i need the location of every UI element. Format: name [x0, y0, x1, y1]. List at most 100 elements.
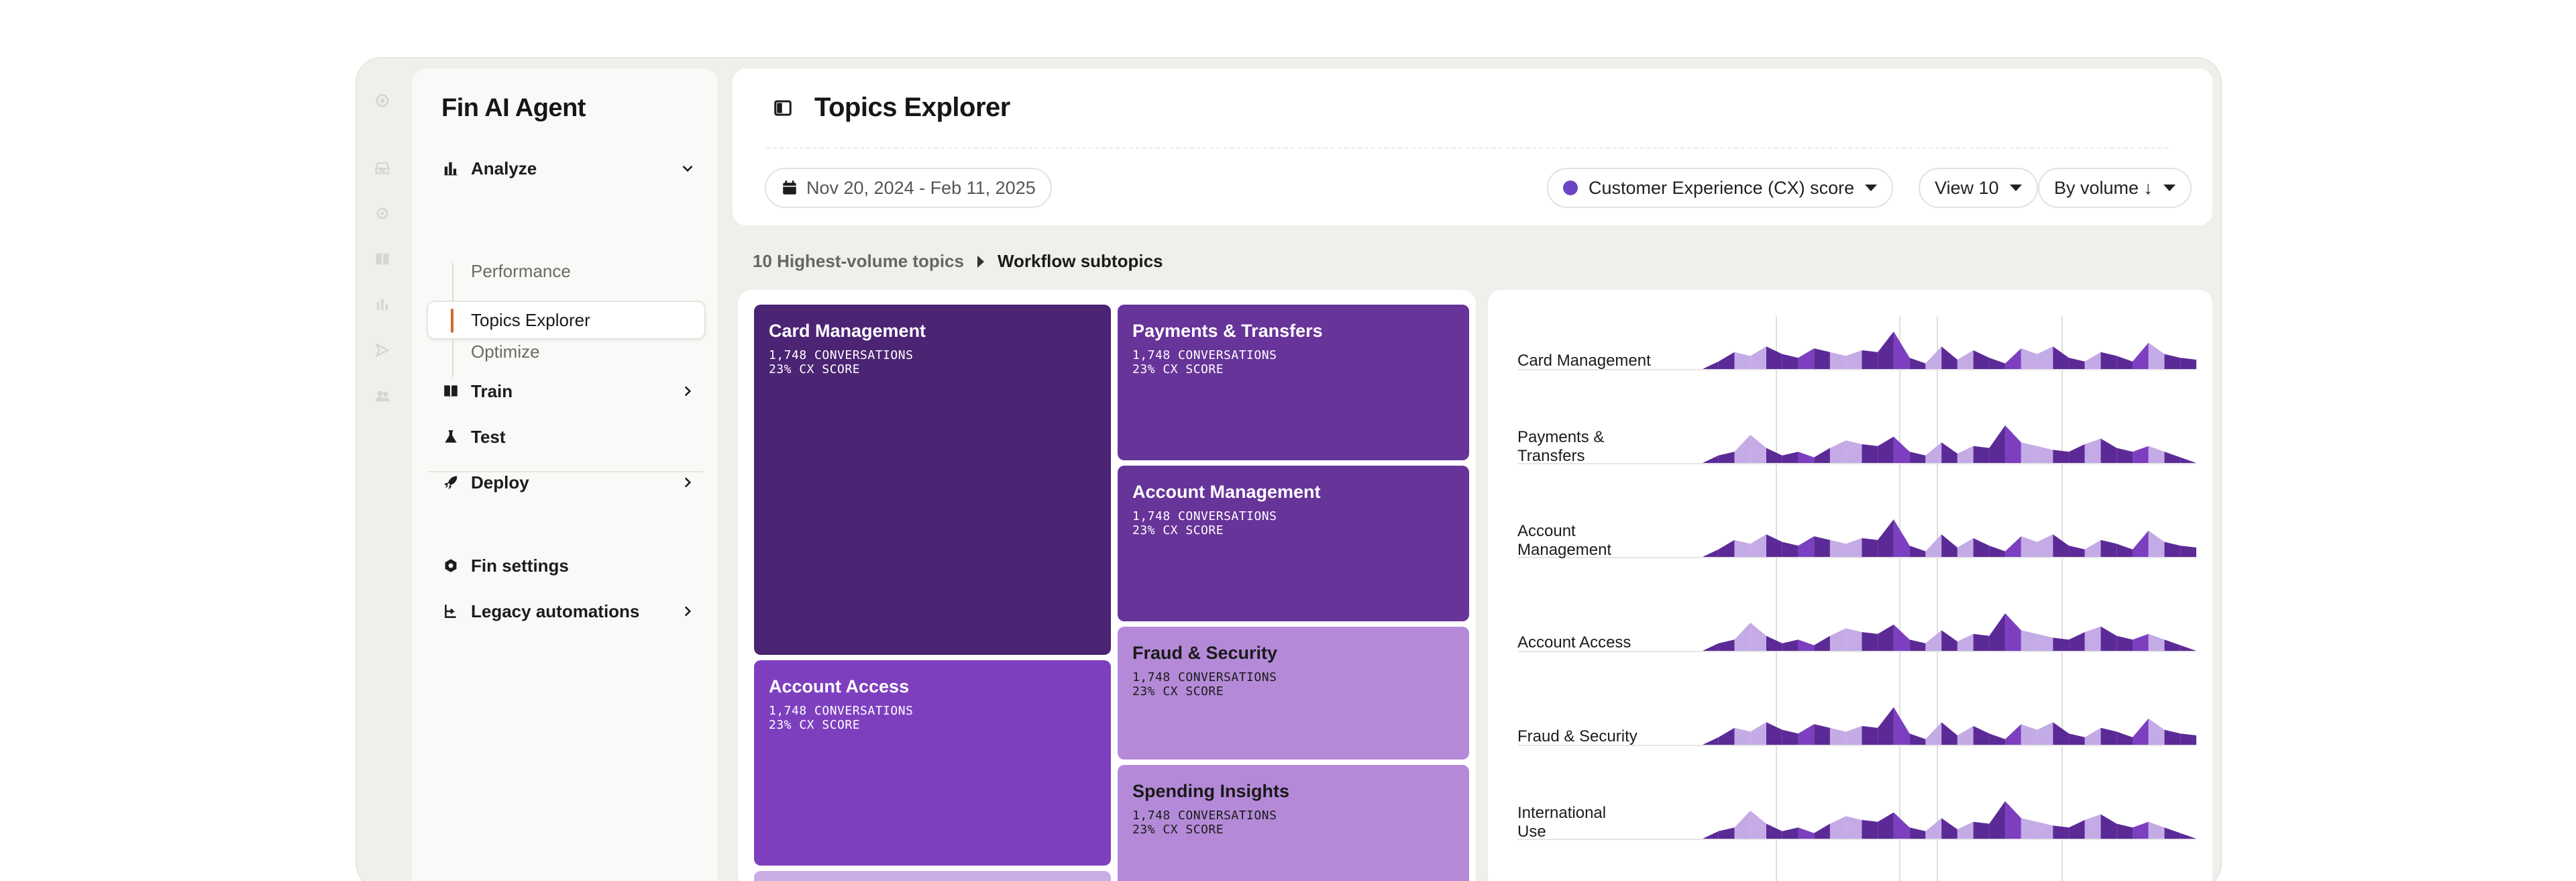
sparkline-segment — [1862, 444, 1878, 463]
sparkline-row[interactable] — [1517, 425, 2196, 464]
treemap-tile-account-management[interactable]: Account Management 1,748 CONVERSATIONS 2… — [1118, 466, 1469, 621]
sparkline-segment — [2100, 814, 2117, 839]
sparkline-segment — [1957, 821, 1974, 839]
sparkline-segment — [1766, 448, 1782, 463]
sparkline-segment — [1973, 821, 1990, 839]
sparkline-segment — [1989, 733, 2006, 745]
bar-chart-icon — [441, 159, 460, 178]
sparkline-segment — [2148, 718, 2165, 745]
sparkline-segment — [2005, 425, 2021, 463]
sparkline-segment — [1814, 823, 1830, 839]
sparkline-segment — [1862, 820, 1878, 839]
sparkline-segment — [1734, 435, 1751, 463]
date-range-picker[interactable]: Nov 20, 2024 - Feb 11, 2025 — [765, 168, 1052, 208]
sparkline-chart — [1517, 317, 2196, 881]
sparkline-segment — [1703, 643, 1719, 651]
sparkline-segment — [1750, 623, 1766, 651]
sparkline-segment — [1941, 346, 1957, 369]
sparkline-segment — [2100, 626, 2117, 651]
reports-icon[interactable] — [362, 291, 402, 318]
sidebar-item-fin-settings[interactable]: Fin settings — [441, 549, 696, 582]
sparkline-segment — [1941, 818, 1957, 839]
treemap-tile-spending-insights[interactable]: Spending Insights 1,748 CONVERSATIONS 23… — [1118, 765, 1469, 881]
rocket-icon — [441, 473, 460, 492]
sparkline-segment — [1829, 352, 1846, 369]
sidebar-item-analyze[interactable]: Analyze — [441, 152, 696, 185]
sparkline-segment — [1750, 346, 1766, 369]
sparkline-row[interactable] — [1517, 331, 2196, 370]
sparkline-segment — [2053, 637, 2070, 651]
sparkline-segment — [1814, 348, 1830, 369]
sparkline-segment — [1893, 812, 1910, 839]
tile-conversations: 1,748 CONVERSATIONS — [1132, 348, 1277, 362]
sparkline-segment — [1862, 350, 1878, 369]
sparkline-segment — [1925, 630, 1942, 651]
metric-dropdown[interactable]: Customer Experience (CX) score — [1547, 168, 1894, 208]
treemap-tile-card-management[interactable]: Card Management 1,748 CONVERSATIONS 23% … — [754, 305, 1111, 655]
sparkline-segment — [1814, 536, 1830, 557]
sparkline-segment — [2116, 823, 2133, 839]
sidebar-item-test[interactable]: Test — [441, 420, 696, 454]
treemap-tile-account-access[interactable]: Account Access 1,748 CONVERSATIONS 23% C… — [754, 660, 1111, 866]
sidebar-item-train-row[interactable]: Train — [441, 374, 696, 408]
sidebar-subitem-performance[interactable]: Performance — [471, 260, 571, 281]
sidebar-item-label: Test — [471, 426, 506, 447]
sidebar-subitem-topics-explorer[interactable]: Topics Explorer — [427, 301, 706, 340]
sparkline-label: Account Management — [1517, 522, 1612, 559]
sparkline-segment — [2021, 630, 2037, 651]
sparkline-segment — [1893, 707, 1910, 745]
sparkline-segment — [2180, 645, 2196, 651]
sparkline-segment — [1925, 346, 1942, 369]
outbound-icon[interactable] — [362, 337, 402, 364]
sparkline-segment — [2005, 613, 2021, 651]
sparkline-row[interactable] — [1517, 613, 2196, 652]
sparkline-segment — [1766, 635, 1782, 651]
sparkline-segment — [1734, 352, 1751, 369]
sparkline-segment — [2053, 346, 2070, 369]
sparkline-segment — [1941, 442, 1957, 463]
sparkline-row[interactable] — [1517, 801, 2196, 840]
sidebar-item-deploy[interactable]: Deploy — [441, 466, 696, 499]
treemap-tile-fraud-security[interactable]: Fraud & Security 1,748 CONVERSATIONS 23%… — [1118, 627, 1469, 760]
sparkline-segment — [1798, 452, 1815, 463]
sparkline-segment — [1989, 613, 2006, 651]
sparkline-segment — [1989, 425, 2006, 463]
sparkline-segment — [1878, 331, 1894, 369]
sparkline-segment — [2037, 722, 2053, 745]
sparkline-row[interactable] — [1517, 707, 2196, 746]
sparkline-label: Payments & Transfers — [1517, 428, 1605, 465]
sparkline-segment — [1718, 827, 1735, 839]
treemap-tile-payments-transfers[interactable]: Payments & Transfers 1,748 CONVERSATIONS… — [1118, 305, 1469, 460]
sidebar-item-label: Analyze — [471, 158, 537, 178]
settings-icon[interactable] — [362, 200, 402, 227]
view-count-dropdown[interactable]: View 10 — [1919, 168, 2038, 208]
breadcrumb-parent[interactable]: 10 Highest-volume topics — [753, 251, 964, 271]
fin-logo-icon[interactable] — [362, 87, 402, 114]
sparkline-segment — [2180, 546, 2196, 557]
tile-conversations: 1,748 CONVERSATIONS — [1132, 509, 1277, 523]
sidebar-subitem-optimize[interactable]: Optimize — [471, 341, 540, 362]
sidebar-item-label: Legacy automations — [471, 601, 640, 621]
sidebar-toggle-icon[interactable] — [773, 98, 793, 118]
sparkline-row[interactable] — [1517, 519, 2196, 558]
sparkline-segment — [2180, 833, 2196, 839]
sparkline-segment — [2133, 446, 2149, 463]
book-icon[interactable] — [362, 246, 402, 272]
sidebar-item-legacy-automations[interactable]: Legacy automations — [441, 594, 696, 628]
sparkline-segment — [1734, 727, 1751, 745]
sparkline-segment — [2053, 534, 2070, 557]
sparkline-segment — [2021, 818, 2037, 839]
sparkline-segment — [1925, 722, 1942, 745]
sparkline-segment — [1909, 546, 1926, 557]
contacts-icon[interactable] — [362, 382, 402, 409]
inbox-icon[interactable] — [362, 154, 402, 181]
sparkline-segment — [2037, 821, 2053, 839]
sparkline-segment — [1909, 452, 1926, 463]
treemap-tile-partial[interactable] — [754, 871, 1111, 881]
sort-dropdown[interactable]: By volume ↓ — [2038, 168, 2192, 208]
icon-rail — [362, 87, 402, 436]
tile-conversations: 1,748 CONVERSATIONS — [1132, 809, 1277, 823]
sparkline-segment — [1766, 823, 1782, 839]
sparkline-segment — [1845, 726, 1862, 745]
caret-down-icon — [2163, 185, 2176, 191]
